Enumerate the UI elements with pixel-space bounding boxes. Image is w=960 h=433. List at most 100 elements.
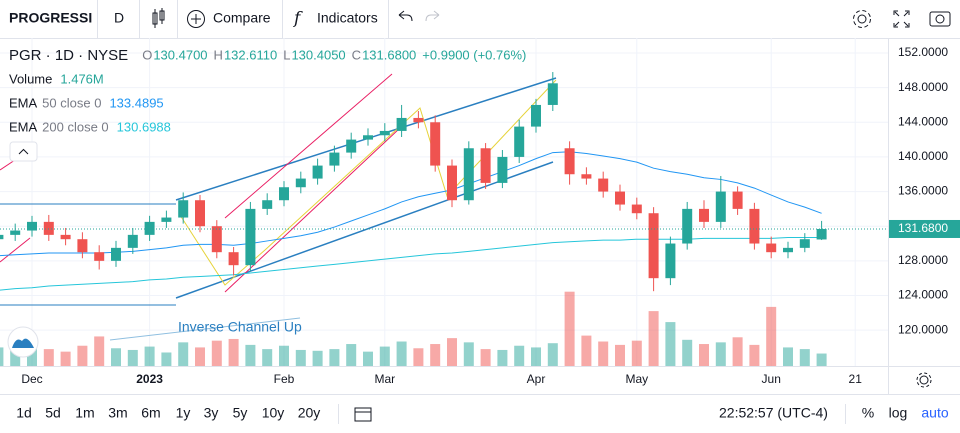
undo[interactable]	[398, 10, 413, 22]
candle-body	[598, 178, 609, 192]
volume-bar	[783, 347, 793, 366]
candle-body	[631, 204, 642, 214]
candle-body	[60, 234, 71, 240]
candle-body	[447, 165, 457, 201]
candle-body	[682, 208, 693, 244]
volume-bar	[396, 341, 407, 366]
range-button[interactable]: 6m	[141, 405, 160, 421]
range-button[interactable]: 1m	[75, 405, 94, 421]
candle-body	[732, 191, 743, 209]
candle-body	[749, 208, 760, 244]
candle-body	[161, 217, 172, 222]
symbol[interactable]: PROGRESSI	[9, 10, 92, 26]
indicators-button[interactable]: Indicators	[317, 10, 378, 26]
volume-bar	[447, 338, 457, 366]
redo[interactable]	[425, 10, 440, 22]
x-tick-label: Mar	[374, 372, 395, 386]
volume-bar	[749, 344, 760, 366]
volume-bar	[228, 338, 239, 366]
scale-button[interactable]: %	[862, 405, 874, 421]
candle-body	[564, 148, 575, 175]
volume-bar	[682, 339, 693, 366]
candle-body	[766, 243, 777, 253]
volume-bar	[363, 351, 373, 366]
indicators-icon[interactable]: f	[292, 9, 303, 29]
volume-bar	[816, 353, 827, 366]
ema-line	[0, 151, 822, 257]
legend-title: PGR · 1D · NYSE	[9, 47, 128, 64]
grid	[0, 38, 888, 366]
candle-body	[379, 130, 390, 136]
ohlc-value: 131.6800	[362, 47, 416, 62]
candle-icon[interactable]	[152, 8, 165, 28]
range-button[interactable]: 3y	[204, 405, 219, 421]
candle-body	[0, 234, 4, 240]
candle-body	[581, 174, 592, 179]
volume-bar	[60, 351, 71, 366]
legend-ema-params: 50 close 0	[42, 95, 101, 110]
candle-body	[514, 126, 525, 157]
candle-body	[245, 208, 256, 266]
ema-line	[0, 236, 822, 291]
candle-body	[648, 213, 659, 279]
volume-bar	[715, 342, 726, 366]
scale-button[interactable]: log	[889, 405, 908, 421]
candle-body	[715, 191, 726, 222]
settings-icon[interactable]	[853, 10, 871, 28]
volume-bar	[211, 340, 222, 366]
x-tick-label: 21	[849, 372, 863, 386]
logo-mark	[12, 338, 34, 348]
candle-body	[94, 252, 105, 261]
range-button[interactable]: 1d	[16, 405, 32, 421]
range-button[interactable]: 5d	[45, 405, 61, 421]
bottom-bar: 22:52:57 (UTC-4) 1d 5d 1m 3m 6m 1y 3y 5y 10y 20y%…	[16, 372, 949, 422]
y-tick-label: 124.0000	[898, 288, 948, 302]
collapse-button[interactable]	[9, 141, 38, 162]
compare-icon[interactable]	[187, 10, 205, 28]
ohlc-key: C	[352, 47, 361, 62]
volume-bar	[178, 342, 189, 366]
ohlc-key: L	[283, 47, 290, 62]
volume-bar	[547, 343, 558, 366]
y-tick-label: 148.0000	[898, 80, 948, 94]
range-button[interactable]: 5y	[233, 405, 248, 421]
x-tick-label: May	[625, 372, 648, 386]
volume-bar	[799, 349, 810, 366]
range-button[interactable]: 20y	[298, 405, 321, 421]
volume-bar	[43, 349, 54, 366]
candle-body	[178, 200, 189, 218]
candle-body	[346, 139, 357, 153]
pitch-line	[0, 237, 31, 263]
ohlc-value: 130.4050	[291, 47, 345, 62]
last-price-tag	[889, 219, 960, 238]
volume-bar	[413, 348, 424, 366]
y-tick-label: 144.0000	[898, 114, 948, 128]
candle-body	[312, 165, 323, 179]
y-tick-label: 120.0000	[898, 322, 948, 336]
range-button[interactable]: 3m	[108, 405, 127, 421]
axis-settings-icon[interactable]	[916, 372, 932, 388]
interval[interactable]: D	[114, 10, 124, 26]
candle-body	[27, 221, 37, 231]
plot	[0, 72, 888, 292]
scale-button[interactable]: auto	[921, 405, 948, 421]
ohlc-value: 130.4700	[153, 47, 207, 62]
candle-body	[77, 239, 88, 253]
ohlc-key: H	[214, 47, 223, 62]
volume-bar	[279, 345, 289, 366]
last-price-label: 131.6800	[898, 221, 948, 235]
candle-body	[783, 247, 793, 253]
fullscreen-icon[interactable]	[893, 10, 910, 28]
volume-bar	[615, 344, 625, 366]
snapshot-icon[interactable]	[929, 11, 951, 27]
candle-body	[480, 148, 491, 183]
date-range-icon[interactable]	[354, 407, 372, 422]
range-button[interactable]: 1y	[176, 405, 191, 421]
legend-volume-value: 1.476M	[60, 71, 103, 86]
candle-body	[615, 191, 625, 205]
range-button[interactable]: 10y	[262, 405, 285, 421]
volume-bar	[77, 345, 88, 366]
volume-bar	[699, 344, 709, 366]
compare-button[interactable]: Compare	[213, 10, 271, 26]
legend-ema-value: 130.6988	[117, 119, 171, 134]
